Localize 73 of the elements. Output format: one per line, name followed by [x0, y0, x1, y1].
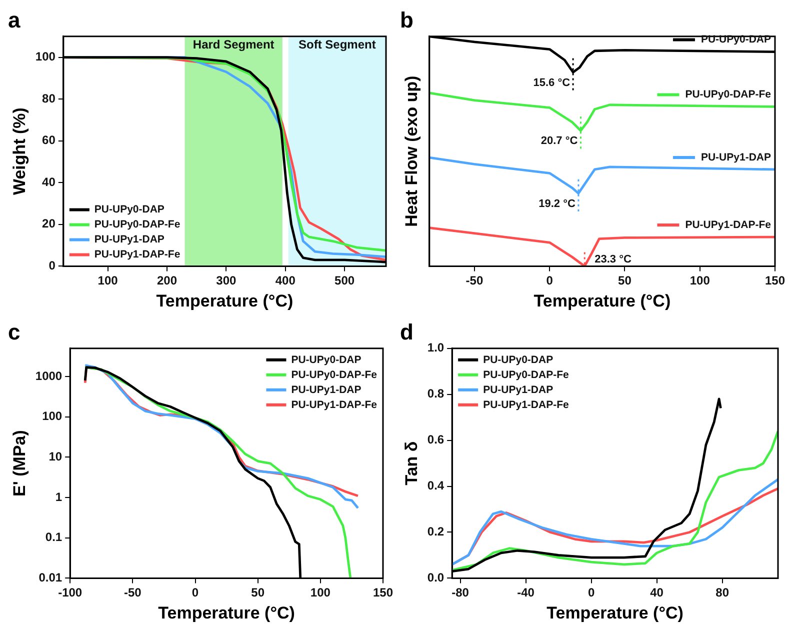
y-tick-label: 0.1 [45, 530, 62, 544]
legend-label: PU-UPy1-DAP [94, 234, 164, 246]
y-tick-label: 0.0 [427, 570, 444, 585]
chart-title: c [8, 319, 20, 344]
y-tick-label: 100 [35, 50, 56, 64]
x-tick-label: 150 [764, 274, 786, 288]
x-axis-title: Temperature (°C) [546, 603, 684, 622]
x-tick-label: -50 [466, 274, 484, 288]
x-tick-label: 50 [251, 586, 265, 600]
y-tick-label: 0.8 [427, 386, 444, 401]
legend-label: PU-UPy0-DAP [483, 354, 554, 366]
x-tick-label: 0 [588, 586, 595, 600]
y-tick-label: 0.01 [38, 570, 62, 585]
x-tick-label: 0 [192, 586, 199, 600]
y-axis-title: E' (MPa) [10, 430, 29, 496]
x-tick-label: 80 [716, 586, 730, 600]
chart-title: b [400, 7, 414, 32]
y-tick-label: 1000 [35, 368, 62, 383]
x-tick-label: -40 [517, 586, 535, 600]
annotation: 19.2 °C [538, 198, 576, 210]
legend-label: PU-UPy1-DAP [700, 151, 771, 164]
annotation: 20.7 °C [540, 135, 578, 148]
legend-label: PU-UPy1-DAP-Fe [94, 248, 180, 261]
y-axis-title: Weight (%) [10, 108, 29, 196]
annotation: 15.6 °C [533, 76, 570, 89]
band-label: Hard Segment [192, 38, 274, 52]
x-tick-label: 100 [690, 274, 710, 288]
x-tick-label: 0 [546, 274, 554, 288]
x-axis-title: Temperature (°C) [534, 291, 671, 310]
x-tick-label: -50 [124, 586, 142, 600]
y-axis-title: Tan δ [402, 441, 421, 486]
x-tick-label: -80 [452, 586, 470, 600]
y-tick-label: 1.0 [427, 340, 444, 355]
y-tick-label: 0 [48, 258, 56, 273]
chart-title: d [400, 319, 414, 344]
legend-label: PU-UPy0-DAP [700, 34, 771, 46]
annotation: 23.3 °C [594, 254, 632, 266]
y-tick-label: 0.4 [427, 478, 444, 493]
x-tick-label: 400 [275, 274, 296, 288]
y-tick-label: 20 [42, 216, 56, 231]
x-tick-label: 200 [156, 274, 178, 288]
x-axis-title: Temperature (°C) [158, 603, 295, 622]
x-tick-label: -100 [58, 586, 82, 600]
x-tick-label: 100 [98, 274, 118, 288]
legend-label: PU-UPy0-DAP-Fe [94, 218, 180, 231]
y-axis-title: Heat Flow (exo up) [402, 76, 421, 227]
legend-label: PU-UPy0-DAP-Fe [685, 88, 772, 101]
y-tick-label: 60 [42, 133, 56, 148]
y-tick-label: 100 [42, 409, 62, 424]
legend-label: PU-UPy1-DAP-Fe [291, 398, 378, 411]
x-tick-label: 50 [618, 274, 632, 288]
x-tick-label: 500 [334, 274, 355, 288]
y-tick-label: 80 [42, 91, 56, 106]
legend-label: PU-UPy1-DAP-Fe [483, 398, 570, 411]
legend-label: PU-UPy1-DAP [483, 384, 554, 396]
legend-label: PU-UPy0-DAP-Fe [483, 368, 570, 381]
x-tick-label: 40 [650, 586, 664, 600]
x-tick-label: 150 [372, 586, 394, 600]
y-tick-label: 10 [48, 450, 62, 464]
legend-label: PU-UPy0-DAP [94, 204, 164, 216]
y-tick-label: 1 [55, 490, 62, 504]
y-tick-label: 0.2 [427, 524, 444, 539]
y-tick-label: 0.6 [427, 432, 444, 447]
chart-title: a [8, 7, 21, 32]
x-axis-title: Temperature (°C) [156, 291, 294, 310]
legend-label: PU-UPy1-DAP-Fe [685, 218, 772, 231]
band-label: Soft Segment [298, 38, 376, 52]
legend-label: PU-UPy0-DAP-Fe [291, 368, 378, 381]
y-tick-label: 40 [42, 174, 56, 189]
x-tick-label: 300 [216, 274, 237, 288]
legend-label: PU-UPy1-DAP [291, 384, 362, 396]
legend-label: PU-UPy0-DAP [291, 354, 362, 366]
x-tick-label: 100 [310, 586, 331, 600]
